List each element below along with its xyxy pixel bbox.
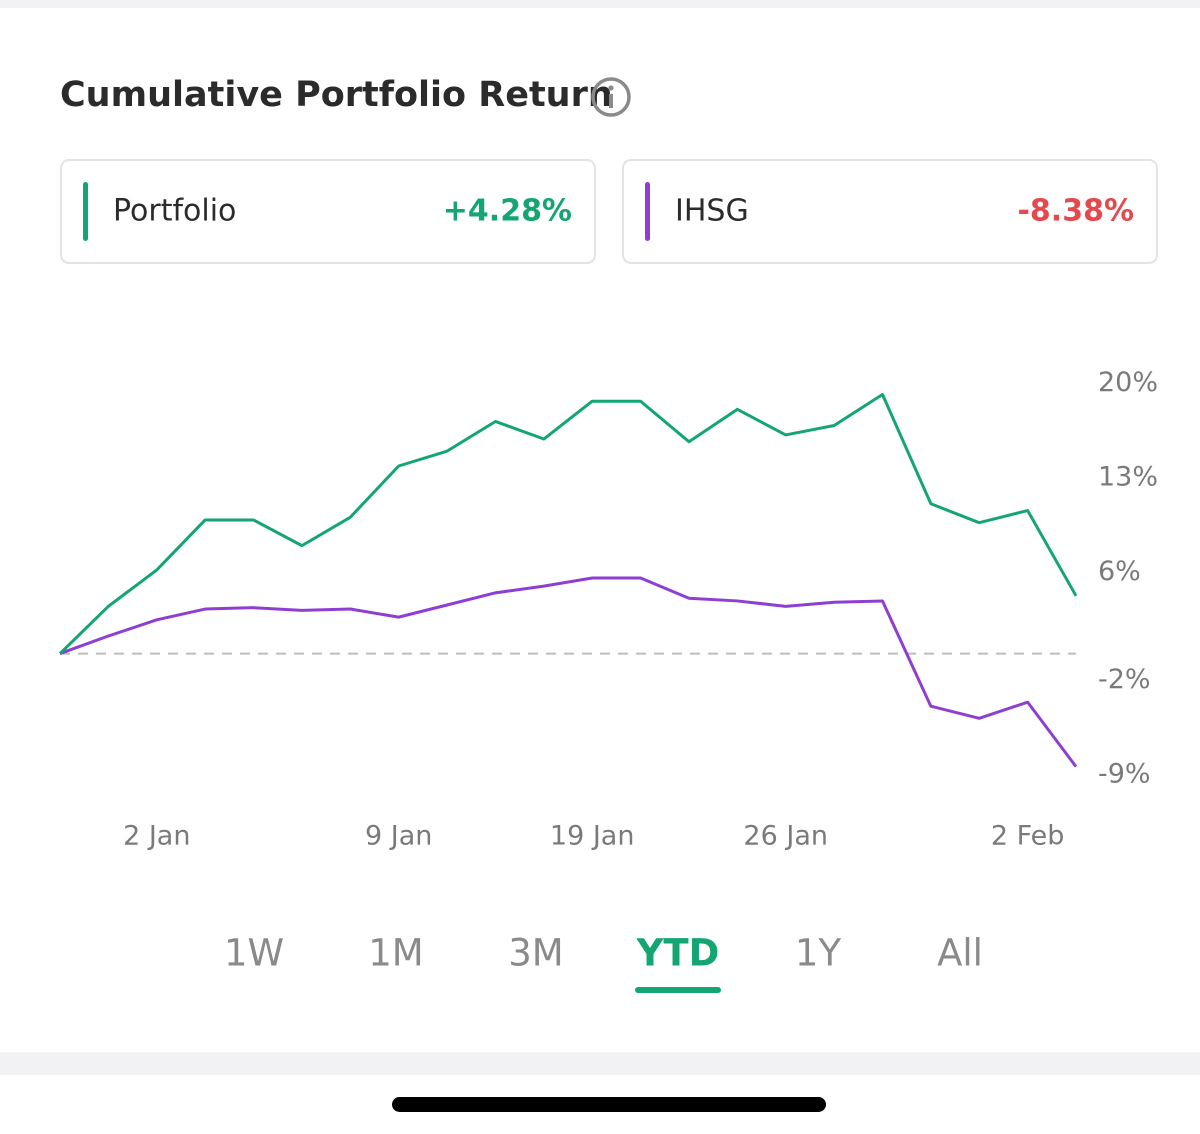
y-tick-label: 20%	[1098, 367, 1158, 398]
range-tab[interactable]: 1M	[368, 932, 423, 975]
range-tab[interactable]: 1Y	[795, 932, 842, 975]
legend-swatch	[645, 182, 650, 241]
x-tick-label: 19 Jan	[550, 821, 635, 852]
legend-name: IHSG	[675, 194, 749, 229]
card-box	[60, 159, 596, 264]
series-line	[59, 576, 1078, 768]
range-tabs: 1W 1M 3M YTD 1Y All	[224, 932, 983, 994]
x-tick-label: 9 Jan	[365, 821, 432, 852]
legend-swatch	[83, 182, 88, 241]
tab-label: 3M	[508, 932, 563, 975]
legend-change: -8.38%	[1017, 194, 1134, 229]
series-line	[58, 392, 1078, 655]
x-tick-label: 2 Feb	[991, 821, 1065, 852]
legend-card: Portfolio +4.28%	[60, 159, 596, 264]
range-tab[interactable]: All	[937, 932, 983, 975]
y-tick-label: 13%	[1098, 462, 1158, 493]
y-tick-label: 6%	[1098, 556, 1141, 587]
card-box	[622, 159, 1158, 264]
x-tick-label: 2 Jan	[123, 821, 190, 852]
legend-name: Portfolio	[113, 194, 236, 229]
top-strip	[0, 0, 1200, 8]
legend-cards: Portfolio +4.28% IHSG -8.38%	[60, 159, 1158, 264]
home-indicator	[392, 1097, 826, 1112]
y-tick-label: -9%	[1098, 759, 1151, 790]
bottom-strip	[0, 1052, 1200, 1075]
tab-label: 1Y	[795, 932, 842, 975]
title: Cumulative Portfolio Return	[60, 75, 613, 115]
y-tick-label: -2%	[1098, 664, 1151, 695]
range-tab[interactable]: 3M	[508, 932, 563, 975]
legend-change: +4.28%	[443, 194, 572, 229]
tab-label: 1W	[224, 932, 284, 975]
range-tab[interactable]: 1W	[224, 932, 284, 975]
plot: 20% 13% 6% -2% -9% 2 Jan 9 Jan 19 Jan 26 Jan 2 Fe…	[58, 367, 1158, 852]
legend-card: IHSG -8.38%	[622, 159, 1158, 264]
info-icon[interactable]	[591, 77, 631, 117]
tab-label: 1M	[368, 932, 423, 975]
x-tick-label: 26 Jan	[743, 821, 828, 852]
tab-label: All	[937, 932, 983, 975]
tab-label: YTD	[636, 932, 720, 975]
range-tab[interactable]: YTD	[635, 932, 721, 994]
tab-underline	[635, 987, 721, 993]
